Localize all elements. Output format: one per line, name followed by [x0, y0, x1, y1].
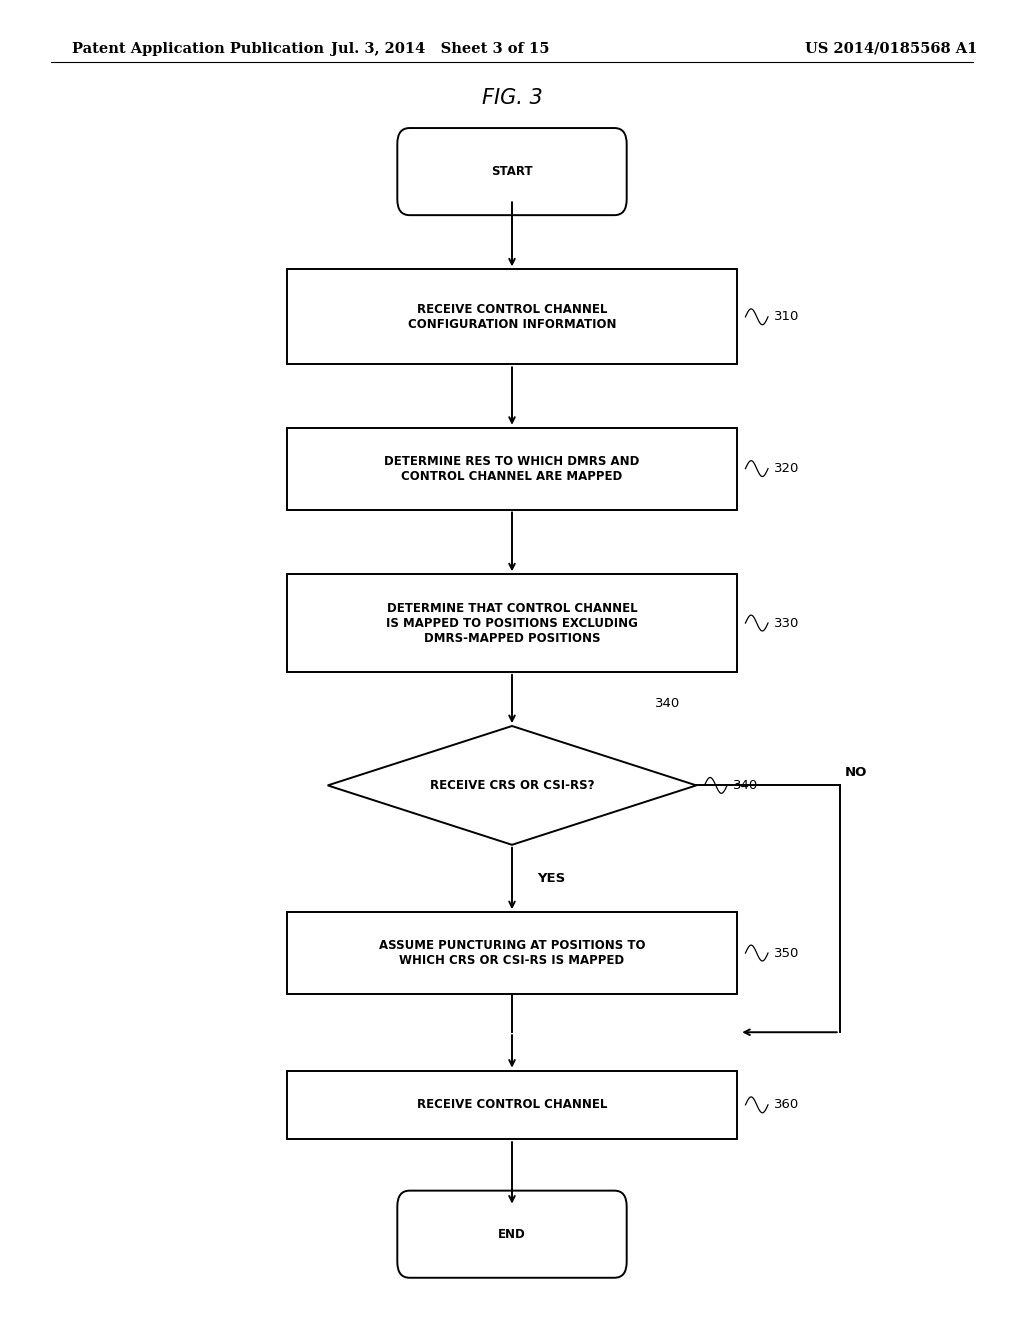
Text: FIG. 3: FIG. 3: [481, 87, 543, 108]
Text: Patent Application Publication: Patent Application Publication: [72, 42, 324, 55]
Text: 330: 330: [774, 616, 800, 630]
Text: 340: 340: [733, 779, 759, 792]
Text: DETERMINE RES TO WHICH DMRS AND
CONTROL CHANNEL ARE MAPPED: DETERMINE RES TO WHICH DMRS AND CONTROL …: [384, 454, 640, 483]
Text: ASSUME PUNCTURING AT POSITIONS TO
WHICH CRS OR CSI-RS IS MAPPED: ASSUME PUNCTURING AT POSITIONS TO WHICH …: [379, 939, 645, 968]
Text: YES: YES: [538, 873, 566, 884]
Text: DETERMINE THAT CONTROL CHANNEL
IS MAPPED TO POSITIONS EXCLUDING
DMRS-MAPPED POSI: DETERMINE THAT CONTROL CHANNEL IS MAPPED…: [386, 602, 638, 644]
Bar: [287, 912, 737, 994]
Text: END: END: [498, 1228, 526, 1241]
Text: 360: 360: [774, 1098, 800, 1111]
Bar: [287, 1071, 737, 1139]
Text: 350: 350: [774, 946, 800, 960]
Text: Jul. 3, 2014   Sheet 3 of 15: Jul. 3, 2014 Sheet 3 of 15: [331, 42, 550, 55]
Text: 340: 340: [655, 697, 681, 710]
Text: RECEIVE CONTROL CHANNEL
CONFIGURATION INFORMATION: RECEIVE CONTROL CHANNEL CONFIGURATION IN…: [408, 302, 616, 331]
Text: RECEIVE CRS OR CSI-RS?: RECEIVE CRS OR CSI-RS?: [430, 779, 594, 792]
Text: NO: NO: [845, 766, 867, 779]
Bar: [287, 574, 737, 672]
Text: START: START: [492, 165, 532, 178]
Text: 310: 310: [774, 310, 800, 323]
Text: US 2014/0185568 A1: US 2014/0185568 A1: [805, 42, 977, 55]
Text: RECEIVE CONTROL CHANNEL: RECEIVE CONTROL CHANNEL: [417, 1098, 607, 1111]
Text: 320: 320: [774, 462, 800, 475]
Polygon shape: [328, 726, 696, 845]
FancyBboxPatch shape: [397, 128, 627, 215]
Bar: [287, 269, 737, 364]
Bar: [287, 428, 737, 510]
FancyBboxPatch shape: [397, 1191, 627, 1278]
